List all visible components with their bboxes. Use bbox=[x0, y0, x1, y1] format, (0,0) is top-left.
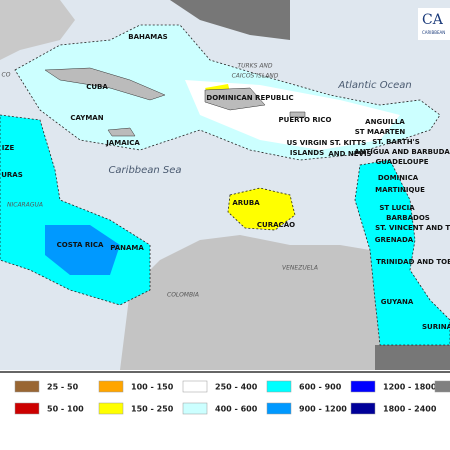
land bbox=[0, 0, 75, 60]
place-label: ANGUILLA bbox=[365, 118, 405, 126]
place-label: COSTA RICA bbox=[57, 241, 104, 249]
zone-600-900 bbox=[354, 159, 450, 346]
place-label: ANTIGUA AND BARBUDA bbox=[354, 148, 450, 156]
legend-label: 25 - 50 bbox=[47, 383, 79, 392]
legend-swatch bbox=[98, 402, 124, 415]
place-label: NICARAGUA bbox=[7, 202, 43, 209]
logo-box bbox=[418, 8, 450, 40]
legend-label: 50 - 100 bbox=[47, 405, 84, 414]
place-label: ISLANDS bbox=[290, 149, 324, 157]
zone-150-250 bbox=[227, 187, 296, 231]
zone-900-1200 bbox=[45, 225, 120, 275]
island bbox=[44, 67, 166, 101]
legend-swatch bbox=[14, 402, 40, 415]
legend-label: 150 - 250 bbox=[131, 405, 174, 414]
place-label: GRENADA bbox=[375, 236, 414, 244]
land bbox=[120, 235, 450, 370]
legend-swatch bbox=[266, 380, 292, 393]
place-label: CAYMAN bbox=[70, 114, 103, 122]
place-label: ST MAARTEN bbox=[355, 128, 406, 136]
logo-sub: CARIBBEAN bbox=[422, 30, 445, 35]
legend-swatch bbox=[434, 380, 450, 393]
place-label: ST. BARTH'S bbox=[372, 138, 420, 146]
legend-swatch bbox=[182, 380, 208, 393]
place-label: MARTINIQUE bbox=[375, 186, 425, 194]
legend-swatch bbox=[182, 402, 208, 415]
legend-swatch bbox=[14, 380, 40, 393]
place-label: CURACAO bbox=[257, 221, 295, 229]
legend-label: 900 - 1200 bbox=[299, 405, 347, 414]
legend-swatch bbox=[266, 402, 292, 415]
legend-label: 1200 - 1800 bbox=[383, 383, 437, 392]
place-label: GUYANA bbox=[381, 298, 414, 306]
place-label: ST LUCIA bbox=[379, 204, 415, 212]
land bbox=[170, 0, 290, 40]
place-label: CUBA bbox=[86, 83, 108, 91]
logo: CA bbox=[422, 12, 444, 28]
place-label: TURKS AND bbox=[237, 63, 272, 70]
place-label: SURINA bbox=[422, 323, 450, 331]
island bbox=[204, 87, 266, 111]
place-label: VENEZUELA bbox=[282, 265, 318, 272]
place-label: ST. VINCENT AND THE bbox=[375, 224, 450, 232]
place-label: URAS bbox=[1, 171, 23, 179]
legend-label: 400 - 600 bbox=[215, 405, 258, 414]
island bbox=[289, 111, 306, 118]
place-label: GUADELOUPE bbox=[376, 158, 429, 166]
place-label: BARBADOS bbox=[386, 214, 430, 222]
place-label: PANAMA bbox=[110, 244, 144, 252]
legend-swatch bbox=[350, 402, 376, 415]
island bbox=[107, 127, 136, 137]
place-label: AND NEVIS bbox=[328, 150, 371, 158]
place-label: COLOMBIA bbox=[167, 292, 199, 299]
place-label: US VIRGIN bbox=[287, 139, 328, 147]
legend-swatch bbox=[98, 380, 124, 393]
place-label: Atlantic Ocean bbox=[337, 80, 411, 91]
legend-label: 1800 - 2400 bbox=[383, 405, 437, 414]
legend-swatch bbox=[350, 380, 376, 393]
legend-label: 100 - 150 bbox=[131, 383, 174, 392]
land bbox=[375, 345, 450, 370]
place-label: CAICOS ISLAND bbox=[232, 73, 279, 80]
place-label: PUERTO RICO bbox=[279, 116, 332, 124]
legend-label: 250 - 400 bbox=[215, 383, 258, 392]
place-label: ARUBA bbox=[232, 199, 260, 207]
place-label: BAHAMAS bbox=[128, 33, 167, 41]
place-label: DOMINICAN REPUBLIC bbox=[206, 94, 293, 102]
legend-label: 600 - 900 bbox=[299, 383, 342, 392]
place-label: IZE bbox=[2, 144, 15, 152]
place-label: CO bbox=[2, 72, 11, 79]
place-label: JAMAICA bbox=[105, 139, 140, 147]
place-label: Caribbean Sea bbox=[108, 165, 181, 176]
place-label: DOMINICA bbox=[378, 174, 419, 182]
place-label: ST. KITTS bbox=[330, 139, 367, 147]
place-label: TRINIDAD AND TOBA bbox=[376, 258, 450, 266]
